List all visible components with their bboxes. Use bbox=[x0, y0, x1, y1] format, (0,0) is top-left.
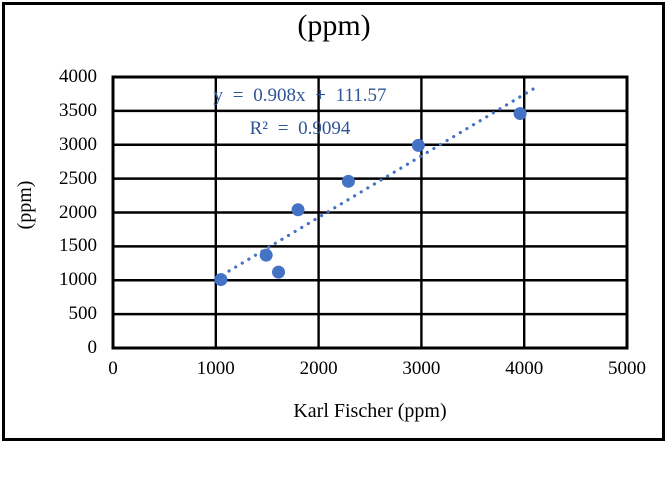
scatter-point bbox=[214, 273, 228, 287]
y-tick-label: 1000 bbox=[59, 269, 97, 291]
plot-frame bbox=[111, 75, 629, 350]
y-tick-label: 0 bbox=[87, 337, 98, 358]
x-axis-title: Karl Fischer (ppm) bbox=[293, 400, 447, 422]
scatter-point bbox=[341, 174, 355, 188]
x-tick-label: 3000 bbox=[402, 358, 441, 379]
y-tick-label: 3500 bbox=[59, 99, 97, 121]
trendline-equation-text: y = 0.908x + 111.57 bbox=[213, 85, 387, 106]
y-tick-label: 4000 bbox=[59, 66, 97, 87]
plot-area bbox=[111, 75, 629, 350]
y-tick-label: 3000 bbox=[59, 133, 97, 155]
x-tick-label: 0 bbox=[108, 358, 118, 379]
scatter-point bbox=[272, 265, 286, 279]
y-tick-label: 500 bbox=[68, 303, 98, 325]
x-tick-label: 1000 bbox=[196, 358, 235, 379]
trendline bbox=[214, 86, 537, 281]
x-tick-label: 5000 bbox=[608, 358, 646, 379]
scatter-point bbox=[513, 107, 527, 121]
y-tick-label: 2500 bbox=[59, 167, 97, 189]
r-squared-text: R² = 0.9094 bbox=[249, 118, 351, 139]
scatter-point bbox=[291, 203, 305, 217]
trendline-equation-label: y = 0.908x + 111.57 R² = 0.9094 bbox=[190, 84, 410, 150]
y-tick-label: 1500 bbox=[59, 235, 97, 257]
chart-title: (ppm) bbox=[297, 9, 371, 42]
scatter-point bbox=[411, 138, 425, 152]
y-tick-label: 2000 bbox=[59, 201, 97, 223]
scatter-point bbox=[259, 248, 273, 262]
x-tick-label: 4000 bbox=[505, 358, 544, 379]
x-tick-label: 2000 bbox=[299, 358, 338, 379]
